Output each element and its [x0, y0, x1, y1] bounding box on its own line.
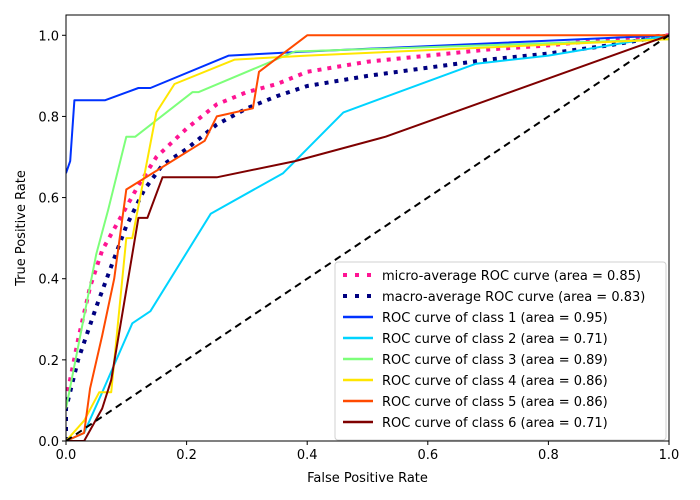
axis-ticks: 0.0 0.2 0.4 0.6 0.8 1.0 0.0 0.2 0.4 0.6 0.8 1.0: [38, 29, 679, 463]
series-line-8: [66, 34, 669, 441]
legend-entry-label: ROC curve of class 5 (area = 0.86): [382, 395, 608, 410]
x-tick-label: 0.8: [538, 448, 559, 463]
chance-diagonal-line: [66, 34, 669, 441]
legend-entry-label: micro-average ROC curve (area = 0.85): [382, 269, 641, 284]
y-tick-label: 0.2: [38, 354, 59, 369]
legend-entry-label: ROC curve of class 1 (area = 0.95): [382, 311, 608, 326]
legend-entry-label: ROC curve of class 6 (area = 0.71): [382, 416, 608, 431]
y-tick-label: 0.4: [38, 273, 59, 288]
legend-entry-label: ROC curve of class 4 (area = 0.86): [382, 374, 608, 389]
legend-entry-label: macro-average ROC curve (area = 0.83): [382, 290, 645, 305]
y-tick-label: 0.6: [38, 192, 59, 207]
y-axis-label: True Positive Rate: [14, 170, 29, 287]
x-tick-label: 0.2: [176, 448, 197, 463]
series-line-6: [66, 38, 669, 441]
series-line-4: [66, 34, 669, 441]
x-tick-label: 0.4: [297, 448, 318, 463]
series-line-5: [66, 38, 669, 409]
x-tick-label: 0.0: [56, 448, 77, 463]
x-axis-label: False Positive Rate: [307, 471, 428, 486]
y-tick-label: 1.0: [38, 29, 59, 44]
x-tick-label: 0.6: [417, 448, 438, 463]
x-tick-label: 1.0: [659, 448, 680, 463]
y-tick-label: 0.0: [38, 435, 59, 450]
y-tick-label: 0.8: [38, 110, 59, 125]
legend-box: [334, 261, 667, 441]
legend-entry-label: ROC curve of class 2 (area = 0.71): [382, 332, 608, 347]
series-line-2: [66, 33, 669, 441]
axes-frame: [65, 14, 670, 442]
series-line-1: [66, 33, 669, 441]
legend: micro-average ROC curve (area = 0.85) mac…: [334, 261, 667, 441]
series-line-3: [66, 34, 669, 174]
series-line-7: [66, 34, 669, 441]
legend-entry-label: ROC curve of class 3 (area = 0.89): [382, 353, 608, 368]
plot-area: [66, 33, 669, 441]
